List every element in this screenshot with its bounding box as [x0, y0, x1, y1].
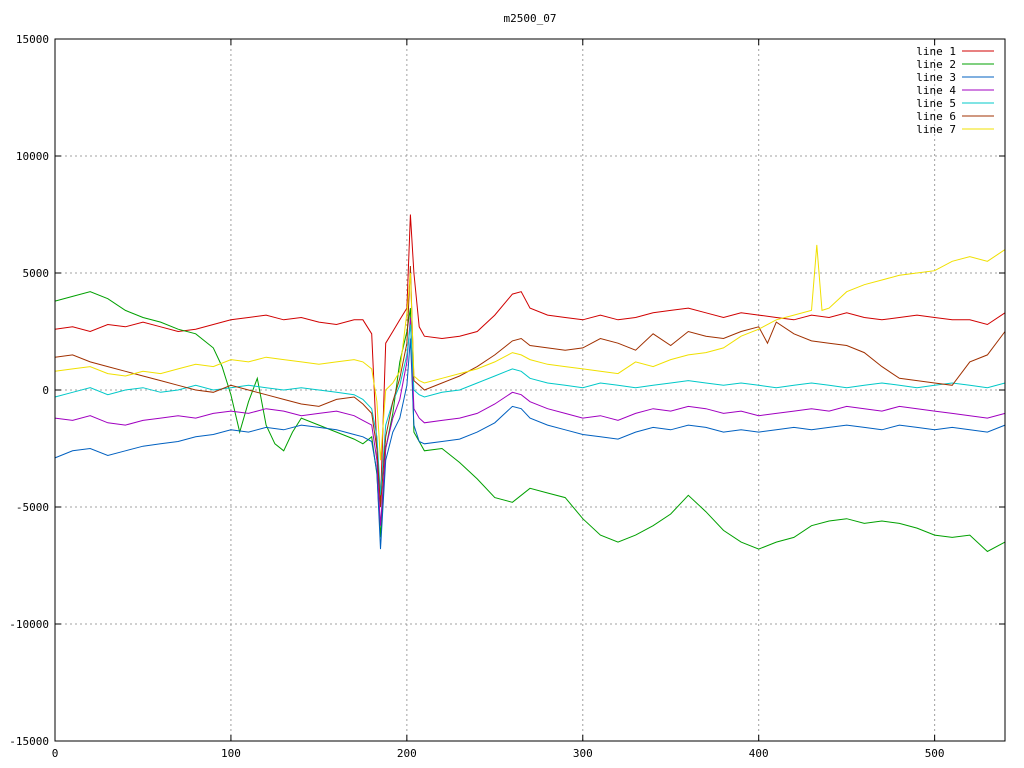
x-tick-label: 0	[52, 747, 59, 760]
y-tick-label: 10000	[16, 150, 49, 163]
legend-label: line 7	[916, 123, 956, 136]
chart-title: m2500_07	[504, 12, 557, 25]
series-line-5	[54, 324, 1006, 496]
x-tick-label: 200	[397, 747, 417, 760]
legend-label: line 2	[916, 58, 956, 71]
series-line-7	[54, 244, 1006, 461]
series-line-4	[54, 317, 1006, 526]
x-tick-label: 100	[221, 747, 241, 760]
legend-label: line 4	[916, 84, 956, 97]
series-line-3	[54, 338, 1006, 550]
y-tick-label: 15000	[16, 33, 49, 46]
y-tick-label: -15000	[9, 735, 49, 748]
x-tick-label: 400	[749, 747, 769, 760]
tick-labels: -15000 -10000 -5000 0 5000 10000 15000 0 100 200 3…	[9, 33, 1005, 760]
legend-label: line 1	[916, 45, 956, 58]
x-tick-label: 300	[573, 747, 593, 760]
series-group	[54, 214, 1006, 553]
y-tick-label: -5000	[16, 501, 49, 514]
y-tick-label: 5000	[23, 267, 50, 280]
series-line-6	[54, 265, 1006, 508]
legend-label: line 5	[916, 97, 956, 110]
x-tick-label: 500	[925, 747, 945, 760]
legend-label: line 6	[916, 110, 956, 123]
y-tick-label: 0	[42, 384, 49, 397]
series-line-2	[54, 291, 1006, 553]
y-tick-label: -10000	[9, 618, 49, 631]
legend-label: line 3	[916, 71, 956, 84]
grid	[55, 39, 1005, 741]
series-line-1	[54, 214, 1006, 503]
